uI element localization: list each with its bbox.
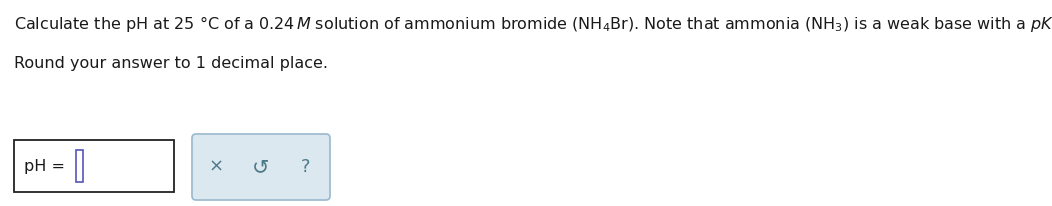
FancyBboxPatch shape <box>76 150 83 182</box>
FancyBboxPatch shape <box>14 140 174 192</box>
Text: ?: ? <box>301 158 310 176</box>
Text: pH =: pH = <box>24 158 70 173</box>
Text: ×: × <box>208 158 224 176</box>
Text: Round your answer to 1 decimal place.: Round your answer to 1 decimal place. <box>14 56 328 71</box>
Text: ↺: ↺ <box>252 157 269 177</box>
FancyBboxPatch shape <box>193 134 330 200</box>
Text: Calculate the pH at 25 $\degree$C of a 0.24$\,\mathit{M}$ solution of ammonium b: Calculate the pH at 25 $\degree$C of a 0… <box>14 14 1052 34</box>
